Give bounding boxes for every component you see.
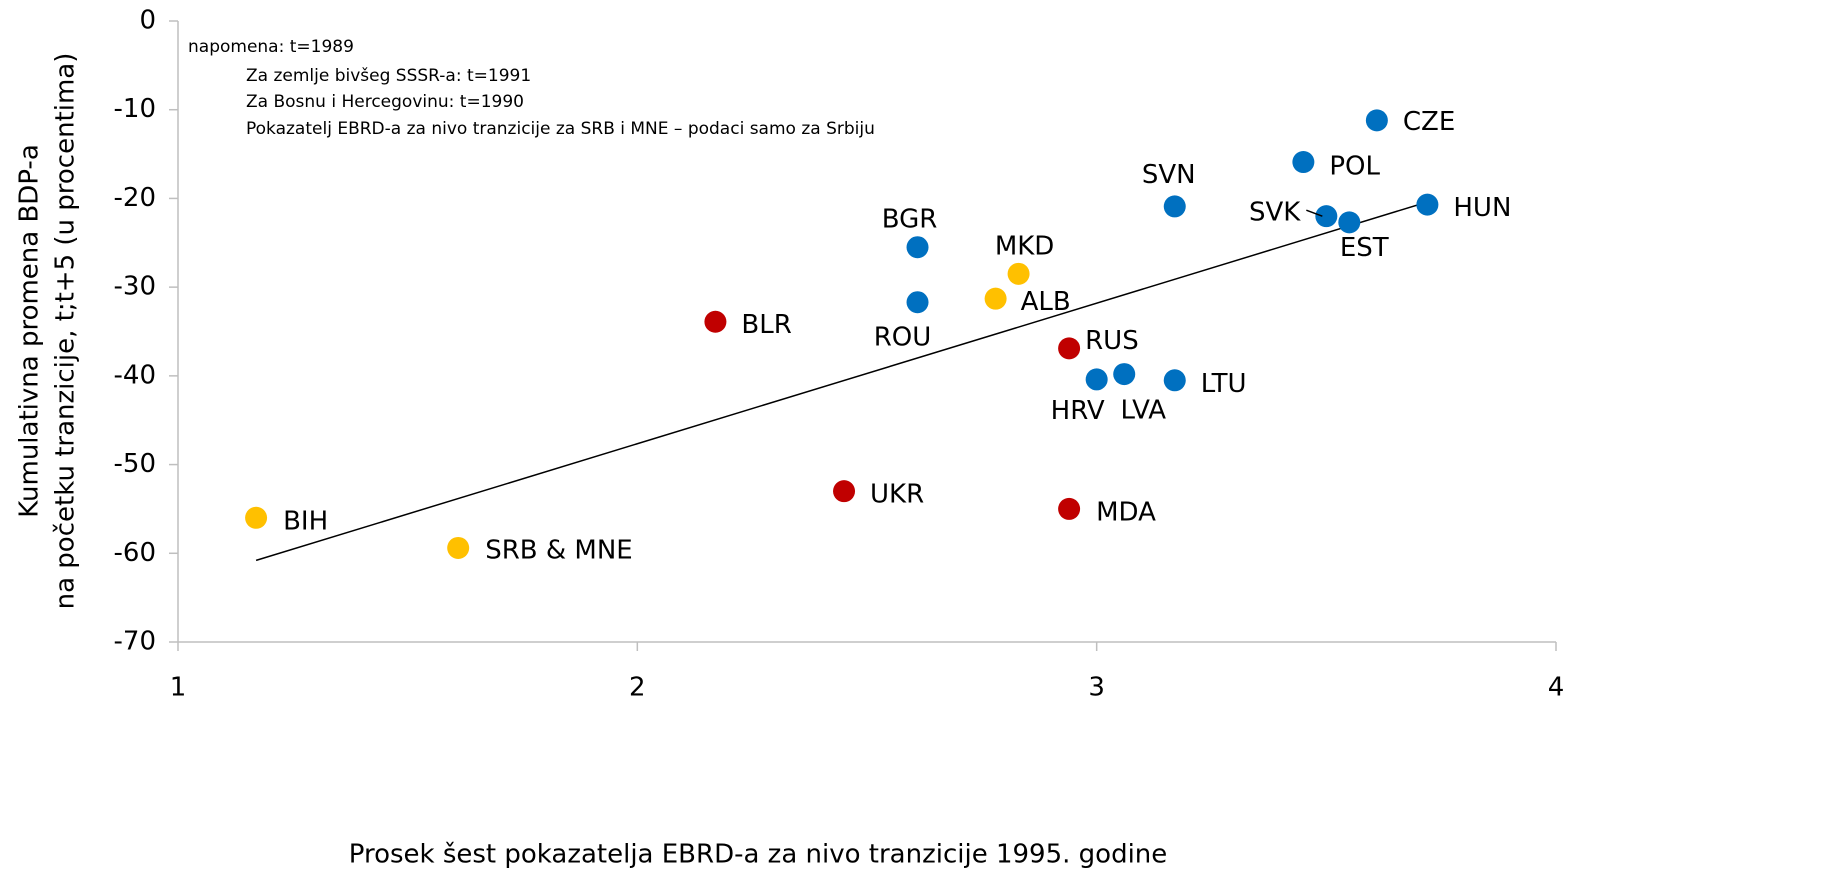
y-tick-label: -50 xyxy=(114,449,156,479)
point-label: ALB xyxy=(1021,287,1071,317)
x-tick-label: 4 xyxy=(1548,673,1565,703)
point xyxy=(1058,497,1081,520)
point xyxy=(984,287,1007,310)
point-label: POL xyxy=(1329,152,1380,182)
point xyxy=(447,536,470,559)
point-label: EST xyxy=(1340,233,1389,263)
y-tick-label: -60 xyxy=(114,538,156,568)
point xyxy=(704,310,727,333)
point-label: CZE xyxy=(1403,107,1455,137)
y-tick-label: -10 xyxy=(114,94,156,124)
x-tick-label: 3 xyxy=(1088,673,1105,703)
point xyxy=(1058,337,1081,360)
point-label: MDA xyxy=(1096,497,1156,527)
point-label: LVA xyxy=(1120,396,1166,426)
point-label: HUN xyxy=(1453,193,1511,223)
annotation: Pokazatelj EBRD-a za nivo tranzicije za … xyxy=(246,119,875,139)
point-label: SRB & MNE xyxy=(485,535,633,565)
point-label: HRV xyxy=(1051,396,1105,426)
point-label: MKD xyxy=(995,231,1055,261)
x-tick-label: 2 xyxy=(629,673,646,703)
point-label: BIH xyxy=(283,506,328,536)
point xyxy=(906,236,929,259)
x-axis-title: Prosek šest pokazatelja EBRD-a za nivo t… xyxy=(349,840,1168,870)
point-label: SVN xyxy=(1142,160,1196,190)
y-axis-title: Kumulativna promena BDP-a na početku tra… xyxy=(15,53,81,610)
annotation: Za zemlje bivšeg SSSR-a: t=1991 xyxy=(246,66,531,86)
point xyxy=(1365,109,1388,132)
point-label: RUS xyxy=(1085,326,1139,356)
point xyxy=(1292,151,1315,174)
point xyxy=(1007,262,1030,285)
y-tick-label: -30 xyxy=(114,272,156,302)
point xyxy=(1338,211,1361,234)
point xyxy=(1085,368,1108,391)
point xyxy=(245,506,268,529)
y-tick-label: -40 xyxy=(114,360,156,390)
point-label: ROU xyxy=(874,323,932,353)
point xyxy=(833,480,856,503)
annotation: napomena: t=1989 xyxy=(188,37,354,57)
y-tick-label: -70 xyxy=(114,627,156,657)
trendline xyxy=(255,201,1428,562)
annotation: Za Bosnu i Hercegovinu: t=1990 xyxy=(246,92,524,112)
point xyxy=(1416,193,1439,216)
point-label: BLR xyxy=(741,310,791,340)
point-label: LTU xyxy=(1201,369,1247,399)
point xyxy=(1315,205,1338,228)
y-tick-label: -20 xyxy=(114,183,156,213)
y-axis-title-line: Kumulativna promena BDP-a xyxy=(15,144,45,517)
point xyxy=(1163,195,1186,218)
leader-line xyxy=(1306,209,1323,217)
point xyxy=(906,291,929,314)
y-axis-title-line: na početku tranzicije, t;t+5 (u procenti… xyxy=(51,53,81,610)
x-tick-label: 1 xyxy=(170,673,187,703)
point-label: UKR xyxy=(870,480,924,510)
point-label: BGR xyxy=(882,205,938,235)
point xyxy=(1113,363,1136,386)
point-label: SVK xyxy=(1249,198,1301,228)
point xyxy=(1163,369,1186,392)
y-tick-label: 0 xyxy=(139,6,156,36)
